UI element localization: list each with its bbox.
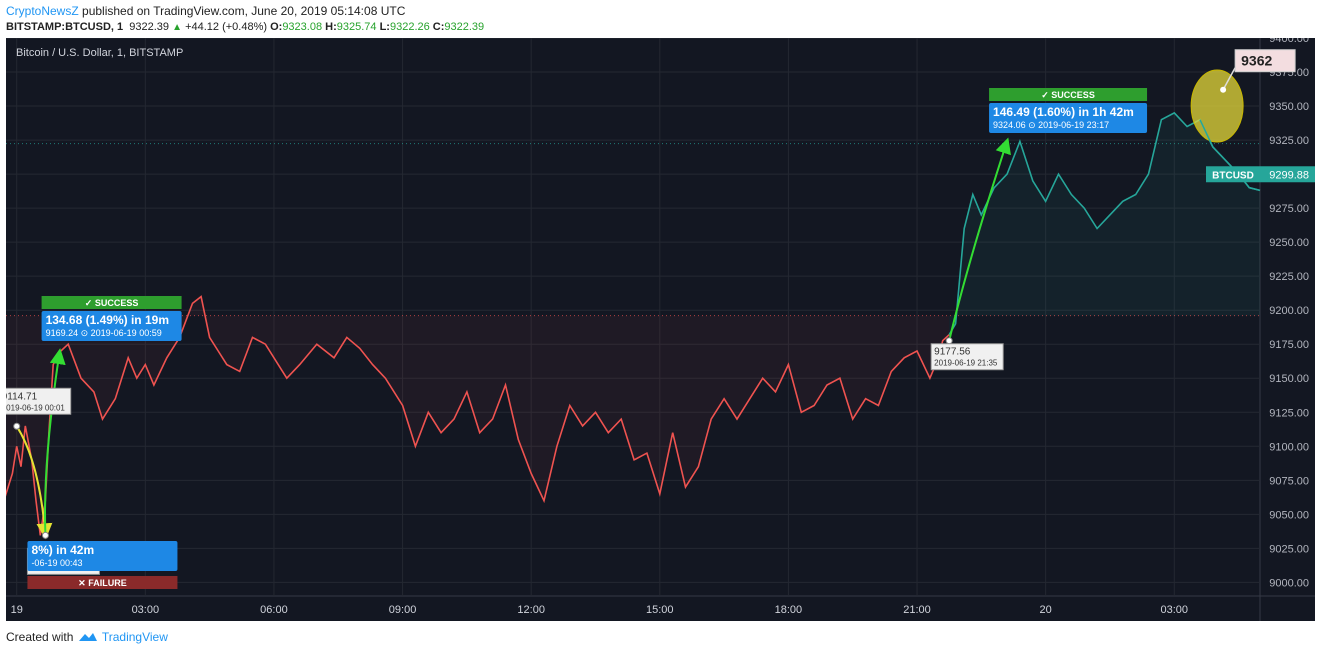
x-tick-label: 20: [1040, 604, 1052, 616]
x-tick-label: 18:00: [775, 604, 803, 616]
symbol-label: BITSTAMP:BTCUSD, 1: [6, 21, 124, 33]
y-tick-label: 9000.00: [1269, 577, 1309, 589]
y-tick-label: 9325.00: [1269, 135, 1309, 147]
last-price: 9322.39: [129, 21, 170, 33]
trade-result-box: [41, 311, 182, 341]
callout-point: [1220, 86, 1227, 93]
x-tick-label: 15:00: [646, 604, 674, 616]
chart-panel[interactable]: 9000.00 9025.00 9050.00 9075.00 9100.00 9125.…: [6, 38, 1315, 621]
trade-result-detail: 9324.06 ⊙ 2019-06-19 23:17: [993, 120, 1109, 130]
y-tick-label: 9275.00: [1269, 203, 1309, 215]
low-value: 9322.26: [389, 21, 430, 33]
trade-result-detail: 9169.24 ⊙ 2019-06-19 00:59: [46, 328, 162, 338]
trade-arrow: [15, 425, 53, 540]
y-tick-label: 9125.00: [1269, 407, 1309, 419]
price-chart[interactable]: 9000.00 9025.00 9050.00 9075.00 9100.00 9125.…: [6, 38, 1315, 621]
trade-status-label: ✓ SUCCESS: [85, 298, 139, 308]
x-tick-label: 09:00: [389, 604, 417, 616]
trade-arrow: [948, 137, 1011, 341]
y-tick-label: 9025.00: [1269, 543, 1309, 555]
close-label: C:: [432, 21, 445, 33]
point-marker: [41, 531, 49, 539]
symbol-tag-label: BTCUSD: [1212, 170, 1254, 181]
trade-result-text: 134.68 (1.49%) in 19m: [46, 313, 169, 327]
highlight-callout-label: 9362: [1241, 53, 1272, 69]
ohlc-line: BITSTAMP:BTCUSD, 1 9322.39 ▲ +44.12 (+0.…: [6, 21, 484, 33]
trade-result-box: [27, 541, 178, 571]
point-label-box: [6, 387, 72, 415]
chart-title: Bitcoin / U.S. Dollar, 1, BITSTAMP: [16, 47, 184, 59]
trade-result-detail: -06-19 00:43: [31, 558, 82, 568]
trade-status-bar: [41, 296, 182, 309]
published-line: CryptoNewsZ published on TradingView.com…: [6, 4, 405, 18]
y-tick-label: 9050.00: [1269, 509, 1309, 521]
point-label-box: [930, 343, 1004, 371]
up-arrow-icon: ▲: [172, 22, 182, 33]
chart-background: [6, 38, 1315, 621]
trade-status-bar: [989, 88, 1148, 101]
up-area-fill: [949, 112, 1260, 335]
change-value: +44.12 (+0.48%): [185, 21, 268, 33]
low-label: L:: [379, 21, 390, 33]
y-tick-label: 9175.00: [1269, 339, 1309, 351]
highlight-callout-box: [1234, 49, 1296, 73]
trade-arrow: [44, 348, 66, 536]
trade-result-text: 146.49 (1.60%) in 1h 42m: [993, 105, 1134, 119]
y-tick-label: 9400.00: [1269, 38, 1309, 45]
y-tick-label: 9100.00: [1269, 441, 1309, 453]
point-label-time: 2019-06-19 00:01: [6, 403, 65, 412]
y-tick-label: 9350.00: [1269, 101, 1309, 113]
x-tick-label: 12:00: [517, 604, 545, 616]
point-marker: [13, 422, 21, 430]
created-with-text: Created with: [6, 630, 74, 644]
trade-status-bar: [27, 576, 178, 589]
publisher-link[interactable]: CryptoNewsZ: [6, 4, 79, 18]
point-marker: [945, 337, 953, 345]
last-price-tag-label: 9299.88: [1269, 169, 1309, 181]
trade-result-text: 8%) in 42m: [31, 543, 94, 557]
last-price-tag: [1260, 166, 1315, 183]
open-value: 9323.08: [282, 21, 323, 33]
open-label: O:: [270, 21, 283, 33]
tradingview-cloud-icon: [77, 630, 99, 644]
price-line-down: [6, 295, 950, 536]
x-tick-label: 19: [11, 604, 23, 616]
y-tick-label: 9200.00: [1269, 305, 1309, 317]
point-label-time: 2019-06-19 21:35: [934, 359, 998, 368]
symbol-tag: [1206, 166, 1260, 183]
y-tick-label: 9250.00: [1269, 237, 1309, 249]
tradingview-link[interactable]: TradingView: [101, 630, 168, 644]
high-label: H:: [325, 21, 337, 33]
y-tick-label: 9150.00: [1269, 373, 1309, 385]
trade-status-label: ✓ SUCCESS: [1041, 90, 1095, 100]
published-text: published on TradingView.com, June 20, 2…: [82, 4, 406, 18]
y-tick-label: 9225.00: [1269, 271, 1309, 283]
footer: Created with TradingView: [6, 630, 168, 644]
point-label-price: 9177.56: [934, 347, 971, 358]
x-tick-label: 06:00: [260, 604, 288, 616]
highlight-ellipse: [1190, 69, 1244, 143]
close-value: 9322.39: [444, 21, 485, 33]
high-value: 9325.74: [336, 21, 377, 33]
x-tick-label: 21:00: [903, 604, 931, 616]
down-area-fill: [6, 296, 950, 536]
x-tick-label: 03:00: [1160, 604, 1188, 616]
point-label-price: 9114.71: [6, 391, 38, 402]
trade-result-box: [989, 103, 1148, 133]
callout-pointer: [1222, 67, 1236, 91]
x-tick-label: 03:00: [132, 604, 160, 616]
y-tick-label: 9075.00: [1269, 475, 1309, 487]
trade-status-label: ✕ FAILURE: [78, 578, 127, 588]
